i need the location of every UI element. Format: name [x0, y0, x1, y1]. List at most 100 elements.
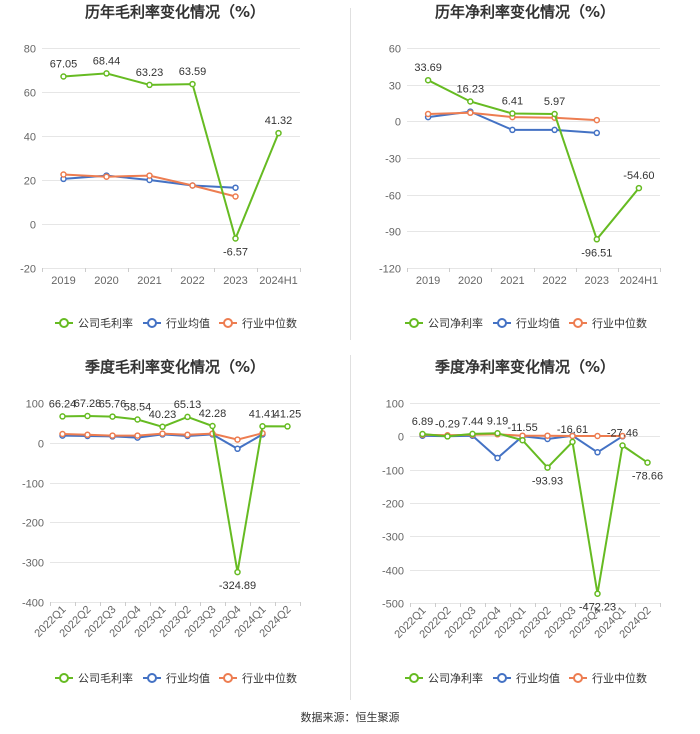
- data-label: -324.89: [219, 580, 256, 592]
- chart-quarterly-gross: 季度毛利率变化情况（%）-400-300-200-10001002022Q120…: [22, 358, 301, 685]
- data-point-industry_median: [232, 193, 239, 200]
- chart-title: 历年净利率变化情况（%）: [435, 3, 615, 21]
- data-label: 6.89: [412, 416, 433, 428]
- data-point-company: [275, 129, 282, 137]
- legend-item[interactable]: 行业中位数: [219, 316, 297, 330]
- y-tick-label: -400: [22, 598, 44, 610]
- legend-label: 公司毛利率: [78, 671, 133, 685]
- data-point-industry_median: [103, 173, 110, 180]
- y-tick-label: 0: [38, 439, 44, 451]
- x-tick-label: 2022: [180, 275, 204, 287]
- data-point-company: [644, 459, 651, 466]
- series-line-company: [427, 79, 640, 242]
- chart-title: 季度毛利率变化情况（%）: [85, 358, 265, 376]
- legend-label: 行业均值: [166, 672, 210, 685]
- x-tick-label: 2022: [542, 275, 566, 287]
- legend-label: 行业均值: [166, 317, 210, 330]
- legend-item[interactable]: 公司毛利率: [55, 316, 133, 330]
- data-point-industry_median: [594, 432, 601, 440]
- data-point-industry_median: [59, 430, 66, 438]
- x-tick-label: 2024H1: [620, 275, 659, 287]
- y-tick-label: -20: [20, 264, 36, 276]
- data-label: -96.51: [581, 247, 612, 259]
- y-tick-label: 100: [386, 399, 404, 411]
- y-tick-label: 0: [30, 220, 36, 232]
- legend-item[interactable]: 行业中位数: [569, 316, 647, 330]
- legend-item[interactable]: 公司净利率: [405, 316, 483, 330]
- data-point-company: [494, 430, 501, 437]
- legend-item[interactable]: 行业均值: [493, 672, 560, 685]
- x-tick-label: 2020: [94, 275, 118, 287]
- data-point-company: [544, 464, 551, 471]
- data-label: 41.25: [274, 408, 302, 420]
- y-tick-label: 20: [24, 176, 36, 188]
- data-label: 5.97: [544, 96, 565, 108]
- data-label: -78.66: [632, 471, 663, 483]
- data-point-industry_avg: [509, 126, 516, 134]
- y-tick-label: 0: [398, 432, 404, 444]
- data-point-industry_median: [60, 171, 67, 178]
- data-point-industry_median: [467, 109, 474, 117]
- data-point-company: [619, 442, 626, 449]
- y-tick-label: 60: [24, 88, 36, 100]
- legend-label: 公司净利率: [428, 671, 483, 685]
- data-point-company: [109, 413, 116, 420]
- data-label: 16.23: [457, 84, 485, 96]
- data-point-industry_avg: [494, 454, 501, 462]
- legend-label: 行业中位数: [242, 671, 297, 685]
- data-point-industry_avg: [594, 449, 601, 456]
- data-point-company: [469, 430, 476, 438]
- data-point-company: [189, 80, 196, 88]
- legend-item[interactable]: 行业均值: [143, 672, 210, 685]
- data-label: 40.23: [149, 409, 177, 421]
- legend-item[interactable]: 行业中位数: [569, 671, 647, 685]
- y-tick-label: -300: [22, 558, 44, 570]
- data-label: 67.05: [50, 59, 78, 71]
- data-label: 65.76: [99, 399, 127, 411]
- y-tick-label: 100: [26, 399, 44, 411]
- legend-marker: [409, 318, 419, 328]
- legend-item[interactable]: 行业均值: [143, 317, 210, 330]
- legend-item[interactable]: 行业中位数: [219, 671, 297, 685]
- data-point-industry_avg: [234, 445, 241, 453]
- legend-item[interactable]: 公司净利率: [405, 671, 483, 685]
- legend-marker: [59, 673, 69, 683]
- legend-marker: [409, 673, 419, 683]
- data-point-company: [84, 412, 91, 420]
- y-tick-label: -100: [22, 479, 44, 491]
- data-point-industry_median: [159, 430, 166, 437]
- legend-label: 行业中位数: [242, 316, 297, 330]
- data-label: 65.13: [174, 399, 202, 411]
- data-label: 9.19: [487, 415, 508, 427]
- data-label: -0.29: [435, 418, 460, 430]
- data-point-company: [569, 438, 576, 446]
- data-point-company: [594, 590, 601, 597]
- x-tick-label: 2024H1: [259, 275, 298, 287]
- data-point-industry_median: [189, 182, 196, 189]
- data-point-company: [259, 423, 266, 430]
- legend-label: 行业中位数: [592, 671, 647, 685]
- data-label: 41.41: [249, 408, 277, 420]
- y-tick-label: -300: [382, 532, 404, 544]
- legend-item[interactable]: 公司毛利率: [55, 671, 133, 685]
- legend-marker: [223, 673, 233, 683]
- data-point-company: [134, 416, 141, 423]
- data-point-industry_median: [569, 432, 576, 440]
- legend-item[interactable]: 行业均值: [493, 317, 560, 330]
- data-point-industry_avg: [551, 126, 558, 134]
- x-tick-label: 2023: [223, 275, 247, 287]
- y-tick-label: 0: [395, 117, 401, 129]
- data-point-company: [184, 413, 191, 421]
- data-label: -54.60: [623, 170, 654, 182]
- data-label: 41.32: [265, 115, 293, 127]
- data-point-company: [59, 413, 66, 420]
- data-point-company: [232, 235, 239, 242]
- legend-label: 行业均值: [516, 672, 560, 685]
- legend-marker: [573, 318, 583, 328]
- y-tick-label: 80: [24, 44, 36, 56]
- data-label: 7.44: [462, 416, 483, 428]
- y-tick-label: -200: [22, 518, 44, 530]
- data-label: 66.24: [49, 398, 77, 410]
- y-tick-label: -500: [382, 599, 404, 611]
